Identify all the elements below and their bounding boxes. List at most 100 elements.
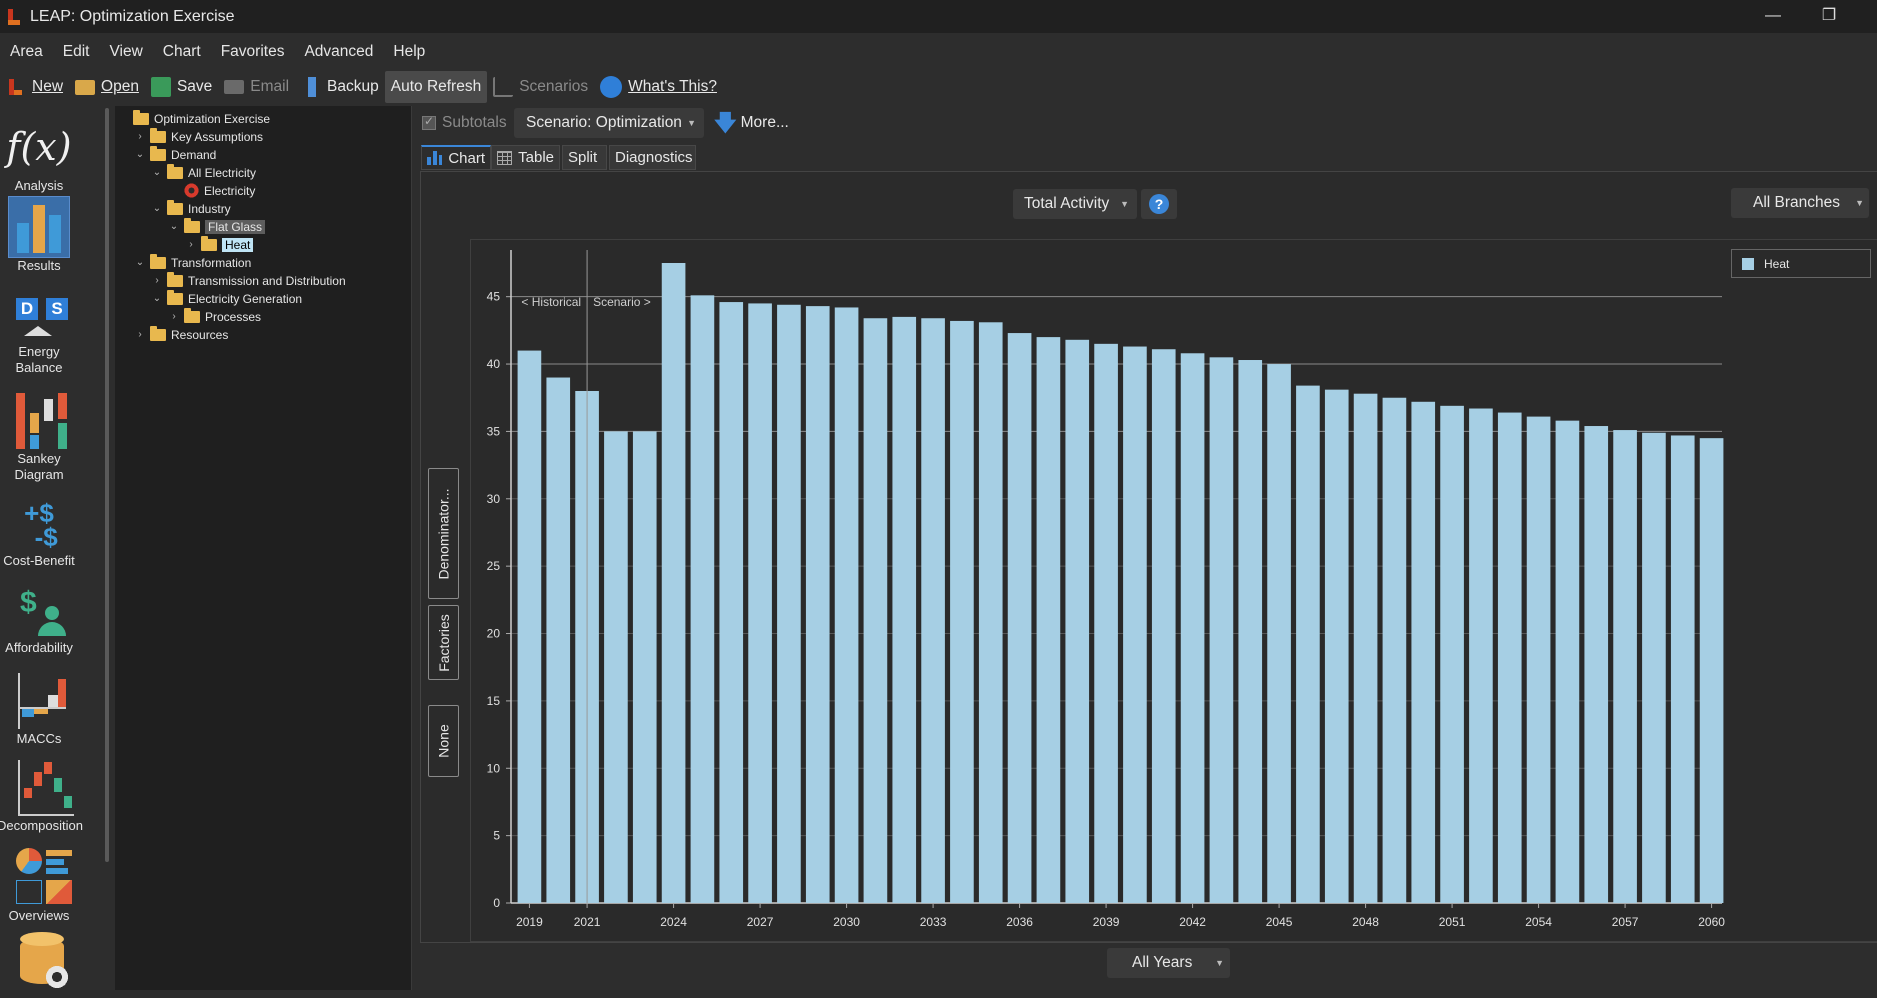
view-bar-scrollbar[interactable] — [105, 108, 109, 862]
auto-refresh-button[interactable]: Auto Refresh — [384, 71, 488, 103]
folder-icon — [150, 325, 166, 341]
bar-heat — [1526, 416, 1551, 903]
tree-node[interactable]: › Heat — [185, 235, 254, 253]
bar-heat — [1584, 426, 1609, 903]
affordability-person-icon: $ — [0, 586, 78, 640]
bar-heat — [1180, 353, 1205, 903]
menu-edit[interactable]: Edit — [62, 43, 90, 60]
email-button[interactable]: Email — [218, 71, 295, 103]
chevron-right-icon[interactable]: › — [155, 275, 159, 286]
chevron-down-icon[interactable]: ⌄ — [152, 167, 162, 178]
open-button[interactable]: Open — [69, 71, 145, 103]
tree-node[interactable]: ⌄ Industry — [151, 199, 231, 217]
view-bar: f(x) Analysis Results D S Energy Balance — [0, 106, 83, 998]
view-analysis[interactable]: f(x) Analysis — [0, 116, 78, 194]
tree-node[interactable]: ⌄ Transformation — [134, 253, 251, 271]
chevron-down-icon[interactable]: ⌄ — [152, 293, 162, 304]
tree-node[interactable]: › Resources — [134, 325, 228, 343]
bar-heat — [1642, 432, 1666, 903]
whats-this-label: What's This? — [628, 78, 717, 95]
variable-dropdown[interactable]: Total Activity ▼ — [1013, 189, 1137, 219]
tab-chart[interactable]: Chart — [421, 145, 491, 170]
tab-split[interactable]: Split — [562, 145, 607, 170]
tree-node[interactable]: ⌄ Electricity Generation — [151, 289, 302, 307]
database-settings-icon[interactable] — [20, 932, 70, 992]
view-decomposition[interactable]: Decomposition — [0, 758, 83, 834]
x-tick-label: 2039 — [1093, 915, 1120, 929]
tree-node[interactable]: Optimization Exercise — [117, 109, 270, 127]
view-sankey[interactable]: Sankey Diagram — [0, 391, 78, 483]
bar-heat — [1036, 337, 1061, 904]
tree-node[interactable]: › Processes — [168, 307, 261, 325]
subtotals-checkbox[interactable] — [422, 114, 436, 130]
tab-table[interactable]: Table — [491, 145, 560, 170]
minimize-button[interactable]: — — [1765, 7, 1781, 24]
more-button[interactable]: 🡇 More... — [714, 110, 789, 136]
branches-dropdown-label: All Branches — [1753, 194, 1841, 211]
x-tick-label: 2057 — [1612, 915, 1639, 929]
bar-heat — [1209, 357, 1234, 903]
tree-node-label: Flat Glass — [205, 219, 266, 234]
bar-heat — [892, 316, 917, 903]
tree-node[interactable]: ⌄ Demand — [134, 145, 216, 163]
view-overviews[interactable]: Overviews — [0, 846, 78, 924]
tree-node[interactable]: ⌄ All Electricity — [151, 163, 256, 181]
chevron-down-icon[interactable]: ⌄ — [152, 203, 162, 214]
chevron-right-icon[interactable]: › — [189, 239, 193, 250]
bar-heat — [719, 302, 744, 903]
subtotals-checkbox-wrap[interactable]: Subtotals — [422, 112, 507, 134]
whats-this-button[interactable]: What's This? — [594, 71, 723, 103]
tab-diagnostics[interactable]: Diagnostics — [609, 145, 696, 170]
years-dropdown[interactable]: All Years ▼ — [1107, 948, 1230, 978]
chevron-down-icon[interactable]: ⌄ — [169, 221, 179, 232]
variable-help-button[interactable]: ? — [1141, 189, 1177, 219]
view-energy-balance[interactable]: D S Energy Balance — [0, 296, 78, 376]
y-tick-label: 10 — [487, 761, 501, 775]
menu-chart[interactable]: Chart — [162, 43, 201, 60]
auto-refresh-label: Auto Refresh — [390, 78, 482, 95]
more-label: More... — [740, 114, 789, 131]
scenario-dropdown[interactable]: Scenario: Optimization ▼ — [514, 108, 704, 138]
factories-button[interactable]: Factories — [428, 605, 459, 680]
view-results[interactable]: Results — [0, 196, 78, 274]
folder-icon — [201, 235, 217, 251]
save-button[interactable]: Save — [145, 71, 218, 103]
tab-split-label: Split — [568, 149, 598, 166]
backup-button[interactable]: Backup — [295, 71, 385, 103]
tree-node[interactable]: › Transmission and Distribution — [151, 271, 346, 289]
more-arrow-down-icon: 🡇 — [714, 110, 737, 135]
results-bar-chart-icon — [8, 196, 70, 258]
menu-area[interactable]: Area — [10, 43, 43, 60]
tree-node[interactable]: ⌄ Flat Glass — [168, 217, 266, 235]
menu-help[interactable]: Help — [393, 43, 426, 60]
scenario-label: Scenario > — [593, 295, 651, 309]
tree-node-label: Key Assumptions — [171, 129, 264, 144]
view-cost-benefit[interactable]: +$ -$ Cost-Benefit — [0, 500, 78, 569]
tree-node[interactable]: Electricity — [168, 182, 255, 199]
help-circle-icon: ? — [1149, 194, 1169, 214]
legend-swatch-heat — [1742, 257, 1754, 270]
denominator-button[interactable]: Denominator... — [428, 468, 459, 599]
y-tick-label: 30 — [487, 492, 501, 506]
menu-view[interactable]: View — [109, 43, 143, 60]
menu-favorites[interactable]: Favorites — [220, 43, 285, 60]
view-overviews-label: Overviews — [8, 908, 70, 923]
chevron-down-icon[interactable]: ⌄ — [135, 149, 145, 160]
chevron-right-icon[interactable]: › — [172, 311, 176, 322]
tree-node[interactable]: › Key Assumptions — [134, 127, 264, 145]
decomposition-chart-icon — [0, 758, 78, 818]
view-maccs[interactable]: MACCs — [0, 671, 78, 747]
chevron-right-icon[interactable]: › — [138, 329, 142, 340]
branches-dropdown[interactable]: All Branches ▼ — [1731, 188, 1869, 218]
none-button[interactable]: None — [428, 705, 459, 777]
restore-button[interactable]: ❐ — [1821, 7, 1837, 24]
chevron-right-icon[interactable]: › — [138, 131, 142, 142]
view-affordability[interactable]: $ Affordability — [0, 586, 78, 656]
new-button[interactable]: New — [0, 71, 69, 103]
scenarios-button[interactable]: Scenarios — [487, 71, 594, 103]
chevron-down-icon[interactable]: ⌄ — [135, 257, 145, 268]
y-tick-label: 20 — [487, 627, 501, 641]
menu-advanced[interactable]: Advanced — [304, 43, 374, 60]
chevron-down-icon: ▼ — [1855, 198, 1864, 208]
